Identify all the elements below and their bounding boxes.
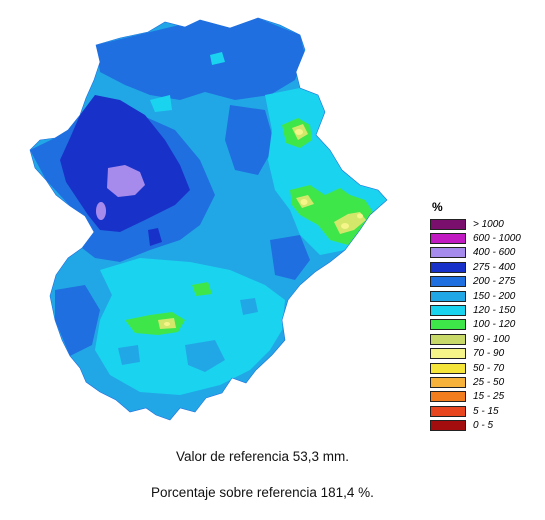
legend-swatch — [430, 233, 466, 245]
legend-label: 150 - 200 — [473, 290, 516, 302]
legend-item: 400 - 600 — [430, 246, 540, 260]
legend-label: 50 - 70 — [473, 362, 505, 374]
legend-item: 15 - 25 — [430, 390, 540, 404]
legend-item: 100 - 120 — [430, 318, 540, 332]
legend-label: 400 - 600 — [473, 247, 516, 259]
legend-item: 120 - 150 — [430, 303, 540, 317]
legend-swatch — [430, 319, 466, 331]
legend-swatch — [430, 290, 466, 302]
legend-title: % — [432, 200, 443, 214]
legend-item: > 1000 — [430, 217, 540, 231]
legend-swatch — [430, 305, 466, 317]
legend-swatch — [430, 247, 466, 259]
legend-label: 600 - 1000 — [473, 233, 521, 245]
legend-label: 200 - 275 — [473, 276, 516, 288]
legend-item: 150 - 200 — [430, 289, 540, 303]
legend-item: 90 - 100 — [430, 332, 540, 346]
legend-swatch — [430, 348, 466, 360]
legend-label: 70 - 90 — [473, 348, 505, 360]
legend-item: 0 - 5 — [430, 418, 540, 432]
reference-value-caption: Valor de referencia 53,3 mm. — [175, 449, 350, 464]
legend: % > 1000 600 - 1000 400 - 600 275 - 400 200 … — [430, 200, 540, 433]
legend-label: 275 - 400 — [473, 261, 516, 273]
legend-label: 15 - 25 — [473, 391, 505, 403]
legend-label: > 1000 — [473, 218, 504, 230]
legend-item: 600 - 1000 — [430, 231, 540, 245]
legend-label: 120 - 150 — [473, 305, 516, 317]
legend-swatch — [430, 391, 466, 403]
legend-label: 25 - 50 — [473, 376, 505, 388]
legend-swatch — [430, 218, 466, 230]
legend-swatch — [430, 276, 466, 288]
legend-item: 275 - 400 — [430, 260, 540, 274]
legend-rows: > 1000 600 - 1000 400 - 600 275 - 400 200 - … — [430, 217, 540, 433]
legend-swatch — [430, 362, 466, 374]
legend-item: 50 - 70 — [430, 361, 540, 375]
legend-item: 25 - 50 — [430, 375, 540, 389]
legend-swatch — [430, 376, 466, 388]
legend-swatch — [430, 261, 466, 273]
legend-label: 100 - 120 — [473, 319, 516, 331]
band-275-400 — [60, 95, 190, 246]
band-150-200-pockets — [118, 298, 258, 372]
legend-label: 5 - 15 — [473, 405, 499, 417]
legend-swatch — [430, 420, 466, 432]
legend-item: 200 - 275 — [430, 275, 540, 289]
legend-item: 5 - 15 — [430, 404, 540, 418]
legend-label: 0 - 5 — [473, 420, 494, 432]
band-400-600 — [96, 165, 145, 220]
percentage-caption: Porcentaje sobre referencia 181,4 %. — [151, 485, 374, 500]
legend-item: 70 - 90 — [430, 347, 540, 361]
legend-swatch — [430, 405, 466, 417]
legend-label: 90 - 100 — [473, 333, 510, 345]
legend-swatch — [430, 333, 466, 345]
band-70-90 — [164, 129, 363, 326]
